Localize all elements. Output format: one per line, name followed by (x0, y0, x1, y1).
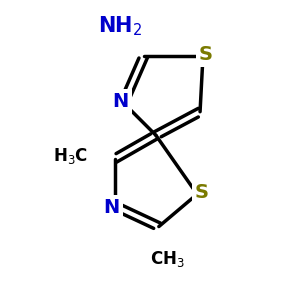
Text: CH$_3$: CH$_3$ (150, 249, 185, 269)
Text: N: N (103, 198, 120, 217)
Text: H$_3$C: H$_3$C (53, 146, 88, 166)
Text: NH$_2$: NH$_2$ (98, 14, 143, 38)
Text: S: S (194, 183, 208, 202)
Text: S: S (199, 45, 213, 64)
Text: N: N (112, 92, 129, 111)
